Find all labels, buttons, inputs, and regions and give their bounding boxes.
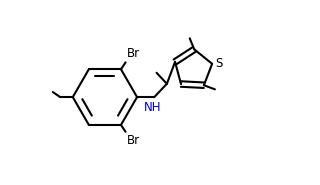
Text: S: S (215, 57, 222, 70)
Text: Br: Br (127, 47, 140, 60)
Text: NH: NH (144, 101, 162, 114)
Text: Br: Br (127, 134, 140, 147)
